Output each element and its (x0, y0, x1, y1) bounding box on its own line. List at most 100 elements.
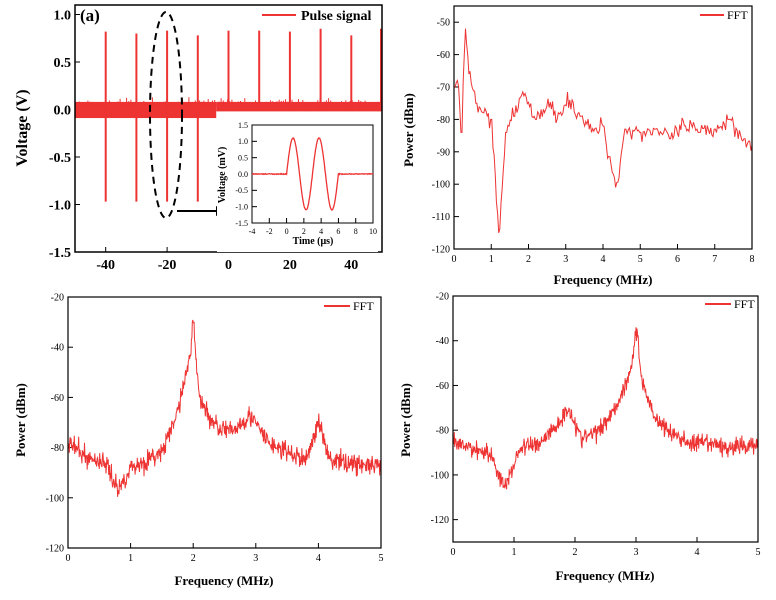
panel-c: Power (dBm) Frequency (MHz) 0 1 2 3 4 5 -120 -1… (13, 293, 384, 589)
y-tick-label: -70 (437, 83, 450, 94)
x-tick-label: 3 (253, 553, 258, 564)
panel-a-plot (74, 28, 382, 202)
x-tick-label: 1 (128, 553, 133, 564)
y-tick-label: -100 (432, 180, 450, 191)
y-tick-label: -1.5 (49, 246, 71, 261)
x-tick-label: 1 (512, 547, 517, 558)
x-tick-label: 4 (316, 553, 321, 564)
panel-c-ylabel: Power (dBm) (13, 383, 28, 457)
legend-label-b: FFT (727, 8, 748, 22)
panel-b-fft-line (453, 28, 753, 233)
y-tick-label: -40 (436, 336, 449, 347)
y-tick-label: 0.5 (54, 56, 72, 71)
y-tick-label: -100 (46, 493, 64, 504)
panel-a-ylabel: Voltage (V) (14, 89, 31, 166)
x-tick-label: 0 (225, 258, 232, 273)
noise-band (75, 101, 217, 119)
panel-b: Power (dBm) Frequency (MHz) 0 1 2 3 4 5 6 7 8 -12… (401, 5, 755, 287)
x-tick-label: 20 (283, 258, 297, 273)
y-tick-label: -120 (46, 544, 64, 555)
panel-c-frame (67, 296, 382, 549)
y-tick-label: 0.0 (238, 170, 248, 179)
inset-ylabel: Voltage (mV) (217, 147, 228, 204)
panel-c-xlabel: Frequency (MHz) (174, 573, 273, 588)
panel-b-ticks: 0 1 2 3 4 5 6 7 8 -120 -110 -100 -90 -80 -70 -60 -50 (432, 18, 755, 265)
y-tick-label: -20 (51, 293, 64, 304)
y-tick-label: -1.0 (235, 202, 248, 211)
y-tick-label: -1.5 (235, 219, 248, 228)
inset-background (217, 121, 378, 252)
x-tick-label: 1 (489, 254, 494, 265)
noise-band (216, 101, 382, 112)
x-tick-label: -40 (96, 258, 115, 273)
x-tick-label: 6 (336, 227, 340, 236)
y-tick-label: -120 (431, 515, 449, 526)
panel-d-fft-line (452, 327, 759, 490)
y-tick-label: 1.0 (238, 137, 248, 146)
y-tick-label: -1.0 (49, 198, 71, 213)
x-tick-label: 4 (601, 254, 606, 265)
panel-d-frame (452, 295, 759, 543)
y-tick-label: -110 (432, 212, 450, 223)
y-tick-label: -80 (437, 115, 450, 126)
x-tick-label: 3 (563, 254, 568, 265)
y-tick-label: -50 (437, 18, 450, 29)
y-tick-label: -60 (436, 381, 449, 392)
y-tick-label: -60 (51, 393, 64, 404)
x-tick-label: -4 (249, 227, 256, 236)
y-tick-label: 1.0 (54, 8, 72, 23)
panel-c-ticks: 0 1 2 3 4 5 -120 -100 -80 -60 -40 -20 (46, 293, 384, 565)
highlight-ellipse (149, 11, 183, 219)
x-tick-label: -20 (158, 258, 177, 273)
x-tick-label: 2 (526, 254, 531, 265)
y-tick-label: -90 (437, 147, 450, 158)
x-tick-label: -2 (266, 227, 273, 236)
panel-a: (a) Voltage (V) -40 -20 0 20 40-1.5-1.0-0.50… (14, 4, 383, 273)
panel-d-ticks: 0 1 2 3 4 5 -120 -100 -80 -60 -40 -20 (431, 292, 761, 559)
panel-b-frame (453, 5, 753, 250)
x-tick-label: 5 (638, 254, 643, 265)
x-tick-label: 2 (191, 553, 196, 564)
x-tick-label: 3 (634, 547, 639, 558)
x-tick-label: 5 (756, 547, 761, 558)
inset-chart: -4 -2 0 2 4 6 8 10 -1.5 -1.0 -0.5 0.0 0.5 1.0 1.5 Time… (217, 121, 378, 252)
panel-d-ylabel: Power (dBm) (398, 383, 413, 457)
inset-signal-line (251, 137, 374, 212)
legend-label-c: FFT (353, 299, 374, 313)
panel-d: Power (dBm) Frequency (MHz) 0 1 2 3 4 5 -120 -1… (398, 292, 761, 584)
y-tick-label: -0.5 (235, 186, 248, 195)
x-tick-label: 8 (354, 227, 358, 236)
y-tick-label: -60 (437, 50, 450, 61)
x-tick-label: 4 (319, 227, 323, 236)
x-tick-label: 4 (695, 547, 700, 558)
y-tick-label: -0.5 (49, 151, 71, 166)
inset-xlabel: Time (μs) (293, 236, 334, 247)
x-tick-label: 5 (379, 553, 384, 564)
panel-c-fft-line (67, 319, 382, 497)
y-tick-label: -80 (436, 426, 449, 437)
y-tick-label: 1.5 (238, 121, 248, 130)
y-tick-label: -80 (51, 443, 64, 454)
y-tick-label: -40 (51, 343, 64, 354)
panel-b-ylabel: Power (dBm) (401, 93, 416, 167)
x-tick-label: 0 (285, 227, 289, 236)
x-tick-label: 40 (344, 258, 358, 273)
x-tick-label: 0 (451, 547, 456, 558)
y-tick-label: 0.5 (238, 153, 248, 162)
y-tick-label: -100 (431, 470, 449, 481)
x-tick-label: 2 (302, 227, 306, 236)
panel-b-xlabel: Frequency (MHz) (553, 272, 652, 287)
legend-label-a: Pulse signal (301, 9, 372, 24)
panel-d-xlabel: Frequency (MHz) (555, 568, 654, 583)
x-tick-label: 7 (712, 254, 717, 265)
x-tick-label: 0 (452, 254, 457, 265)
y-tick-label: -120 (432, 245, 450, 256)
x-tick-label: 6 (675, 254, 680, 265)
x-tick-label: 8 (750, 254, 755, 265)
panel-a-label: (a) (80, 6, 100, 25)
inset-ticks: -4 -2 0 2 4 6 8 10 -1.5 -1.0 -0.5 0.0 0.5 1.0 1.5 (235, 121, 377, 236)
legend-label-d: FFT (734, 297, 755, 311)
x-tick-label: 10 (369, 227, 377, 236)
y-tick-label: 0.0 (54, 103, 72, 118)
